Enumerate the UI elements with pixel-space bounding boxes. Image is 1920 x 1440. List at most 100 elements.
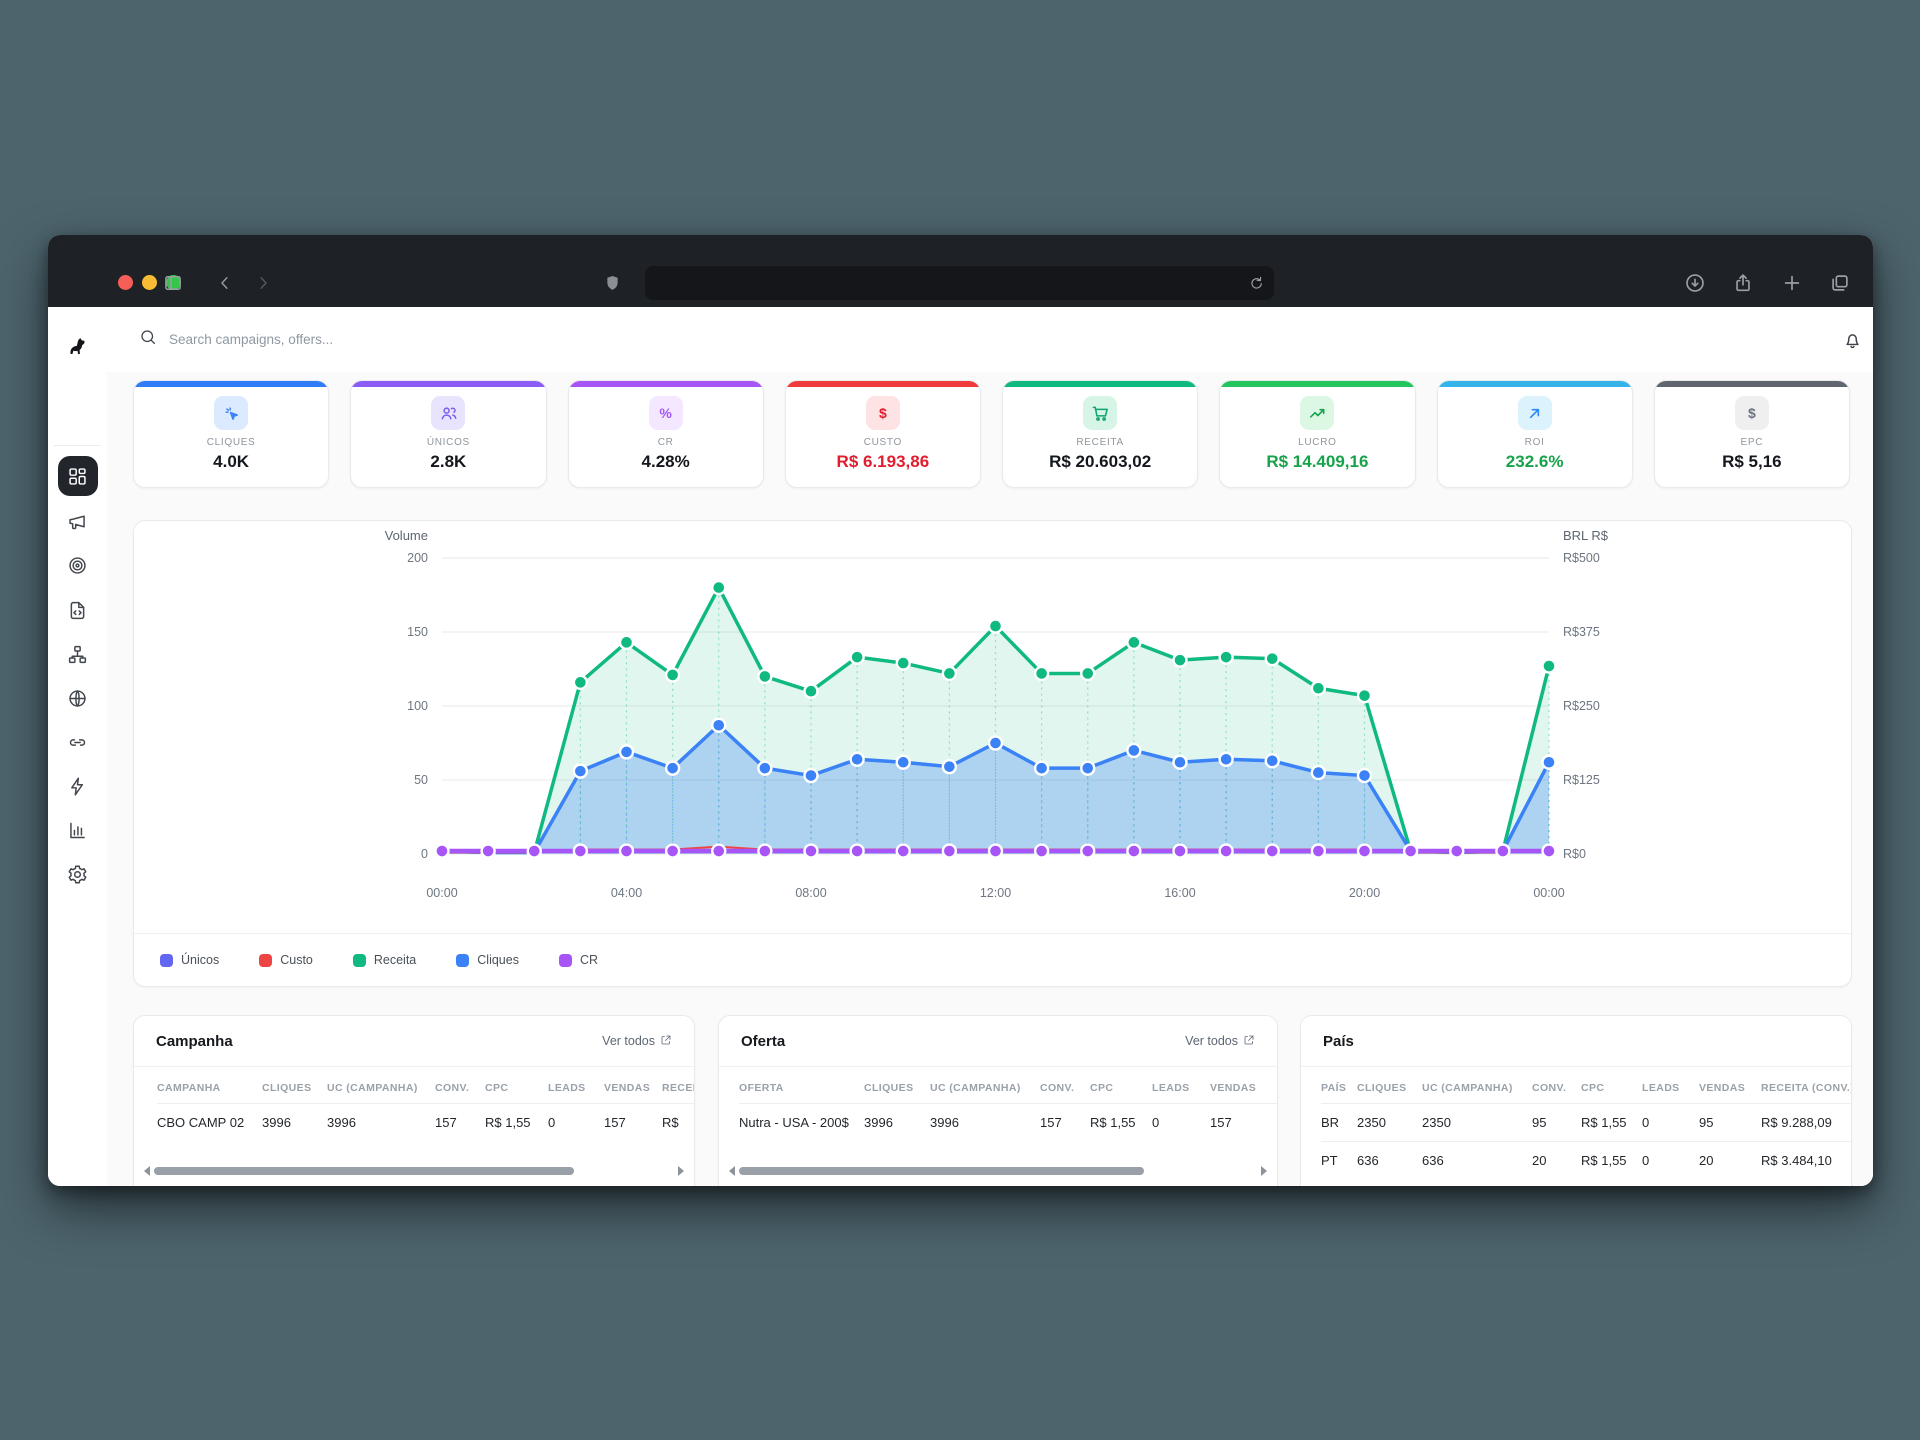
column-header: OFERTA	[739, 1082, 784, 1094]
sidebar-item-settings[interactable]	[58, 854, 98, 894]
column-header: CONV.	[1040, 1082, 1075, 1094]
target-icon	[69, 556, 86, 574]
sidebar-item-dashboard[interactable]	[57, 456, 98, 496]
shield-icon[interactable]	[598, 269, 626, 297]
scrollbar-thumb[interactable]	[154, 1167, 574, 1175]
column-header: LEADS	[1642, 1082, 1680, 1094]
svg-text:00:00: 00:00	[426, 886, 457, 900]
panel-left-icon[interactable]	[159, 269, 187, 297]
sidebar-item-offers[interactable]	[58, 545, 98, 585]
table-cell: 157	[604, 1103, 662, 1141]
reload-icon[interactable]	[1244, 271, 1268, 295]
kpi-card-lucro[interactable]: LUCRO R$ 14.409,16	[1219, 380, 1416, 488]
kpi-value: 232.6%	[1505, 452, 1564, 471]
kpi-label: ROI	[1524, 437, 1545, 448]
search-icon	[139, 328, 157, 351]
table-cell: 95	[1532, 1103, 1581, 1142]
users-icon	[431, 396, 466, 430]
table-cell: 3996	[864, 1103, 930, 1141]
kpi-label: LUCRO	[1298, 437, 1337, 448]
dog-logo[interactable]	[58, 326, 98, 366]
sidebar-item-domains[interactable]	[58, 678, 98, 718]
svg-text:12:00: 12:00	[980, 886, 1011, 900]
file-code-icon	[70, 601, 85, 619]
sidebar	[48, 307, 108, 1186]
scrollbar-thumb[interactable]	[739, 1167, 1144, 1175]
table-cell: 2350	[1422, 1103, 1532, 1142]
column-header: VENDAS	[1699, 1082, 1746, 1094]
svg-text:50: 50	[414, 773, 428, 787]
svg-text:200: 200	[407, 551, 428, 565]
ver-todos-link[interactable]: Ver todos	[602, 1034, 672, 1049]
column-header: UC (CAMPANHA)	[930, 1082, 1021, 1094]
sidebar-item-flows[interactable]	[58, 634, 98, 674]
table-cell: 3996	[930, 1103, 1040, 1141]
sidebar-item-links[interactable]	[58, 722, 98, 762]
tab-overview-icon[interactable]	[1826, 269, 1854, 297]
search-input[interactable]	[167, 331, 491, 348]
dollar-icon: $	[865, 396, 900, 430]
kpi-card-cliques[interactable]: CLIQUES 4.0K	[133, 380, 330, 488]
table-cell: 95	[1699, 1103, 1761, 1142]
bell-icon[interactable]	[1838, 326, 1866, 354]
svg-text:04:00: 04:00	[611, 886, 642, 900]
table-row[interactable]: Nutra - USA - 200$ 3996 3996 157 R$ 1,55 0 157	[739, 1103, 1277, 1141]
sidebar-item-automation[interactable]	[58, 766, 98, 806]
minimize-window-button[interactable]	[142, 275, 157, 290]
table-row[interactable]: PT 636 636 20 R$ 1,55 0 20 R$ 3.484,10	[1321, 1141, 1851, 1179]
kpi-accent-strip	[568, 381, 763, 387]
legend-label: CR	[579, 953, 599, 967]
legend-item-cliques[interactable]: Cliques	[456, 953, 519, 967]
legend-label: Receita	[373, 953, 417, 967]
svg-text:100: 100	[407, 699, 428, 713]
legend-swatch	[558, 953, 572, 967]
horizontal-scrollbar[interactable]	[729, 1166, 1267, 1176]
global-search	[139, 307, 491, 372]
table-cell: R$	[662, 1103, 694, 1141]
back-chevron-icon[interactable]	[211, 269, 239, 297]
kpi-card-epc[interactable]: $ EPC R$ 5,16	[1653, 380, 1850, 488]
sidebar-item-reports[interactable]	[58, 810, 98, 850]
address-bar[interactable]	[645, 266, 1274, 300]
legend-swatch	[456, 953, 470, 967]
kpi-card-custo[interactable]: $ CUSTO R$ 6.193,86	[784, 380, 981, 488]
zoom-window-button[interactable]	[166, 275, 181, 290]
share-icon[interactable]	[1729, 269, 1757, 297]
legend-item-cr[interactable]: CR	[558, 953, 599, 967]
table-cell: 157	[435, 1103, 485, 1141]
legend-swatch	[160, 953, 173, 967]
table-title: Campanha	[156, 1032, 233, 1050]
legend-item-custo[interactable]: Custo	[259, 953, 313, 967]
sidebar-item-campaigns[interactable]	[58, 501, 98, 541]
table-row[interactable]: CBO CAMP 02 3996 3996 157 R$ 1,55 0 157 R$	[157, 1103, 694, 1141]
download-icon[interactable]	[1681, 269, 1709, 297]
ver-todos-link[interactable]: Ver todos	[1185, 1034, 1255, 1049]
kpi-row: CLIQUES 4.0K ÚNICOS 2.8K% CR 4.28% $ CUSTO R$ 6.…	[133, 380, 1850, 488]
lightning-icon	[71, 776, 84, 796]
horizontal-scrollbar[interactable]	[144, 1166, 684, 1176]
scroll-right-arrow[interactable]	[678, 1166, 684, 1176]
legend-item-únicos[interactable]: Únicos	[160, 953, 219, 967]
kpi-card-roi[interactable]: ROI 232.6%	[1436, 380, 1633, 488]
new-tab-plus-icon[interactable]	[1778, 269, 1806, 297]
sidebar-item-landers[interactable]	[58, 590, 98, 630]
table-cell: 2350	[1357, 1103, 1422, 1142]
column-header: CAMPANHA	[157, 1082, 221, 1094]
table-cell: R$ 1,55	[1090, 1103, 1152, 1141]
svg-text:08:00: 08:00	[795, 886, 826, 900]
dollar-icon: $	[1734, 396, 1769, 430]
legend-item-receita[interactable]: Receita	[352, 953, 417, 967]
kpi-card-cr[interactable]: % CR 4.28%	[567, 380, 764, 488]
kpi-card-únicos[interactable]: ÚNICOS 2.8K	[350, 380, 547, 488]
forward-chevron-icon[interactable]	[249, 269, 277, 297]
browser-window: CLIQUES 4.0K ÚNICOS 2.8K% CR 4.28% $ CUSTO R$ 6.…	[48, 235, 1873, 1186]
close-window-button[interactable]	[118, 275, 133, 290]
table-row[interactable]: BR 2350 2350 95 R$ 1,55 0 95 R$ 9.288,09	[1321, 1103, 1851, 1142]
column-header: UC (CAMPANHA)	[1422, 1082, 1513, 1094]
kpi-card-receita[interactable]: RECEITA R$ 20.603,02	[1002, 380, 1199, 488]
scroll-left-arrow[interactable]	[144, 1166, 150, 1176]
scroll-left-arrow[interactable]	[729, 1166, 735, 1176]
legend-swatch	[352, 953, 366, 967]
scroll-right-arrow[interactable]	[1261, 1166, 1267, 1176]
